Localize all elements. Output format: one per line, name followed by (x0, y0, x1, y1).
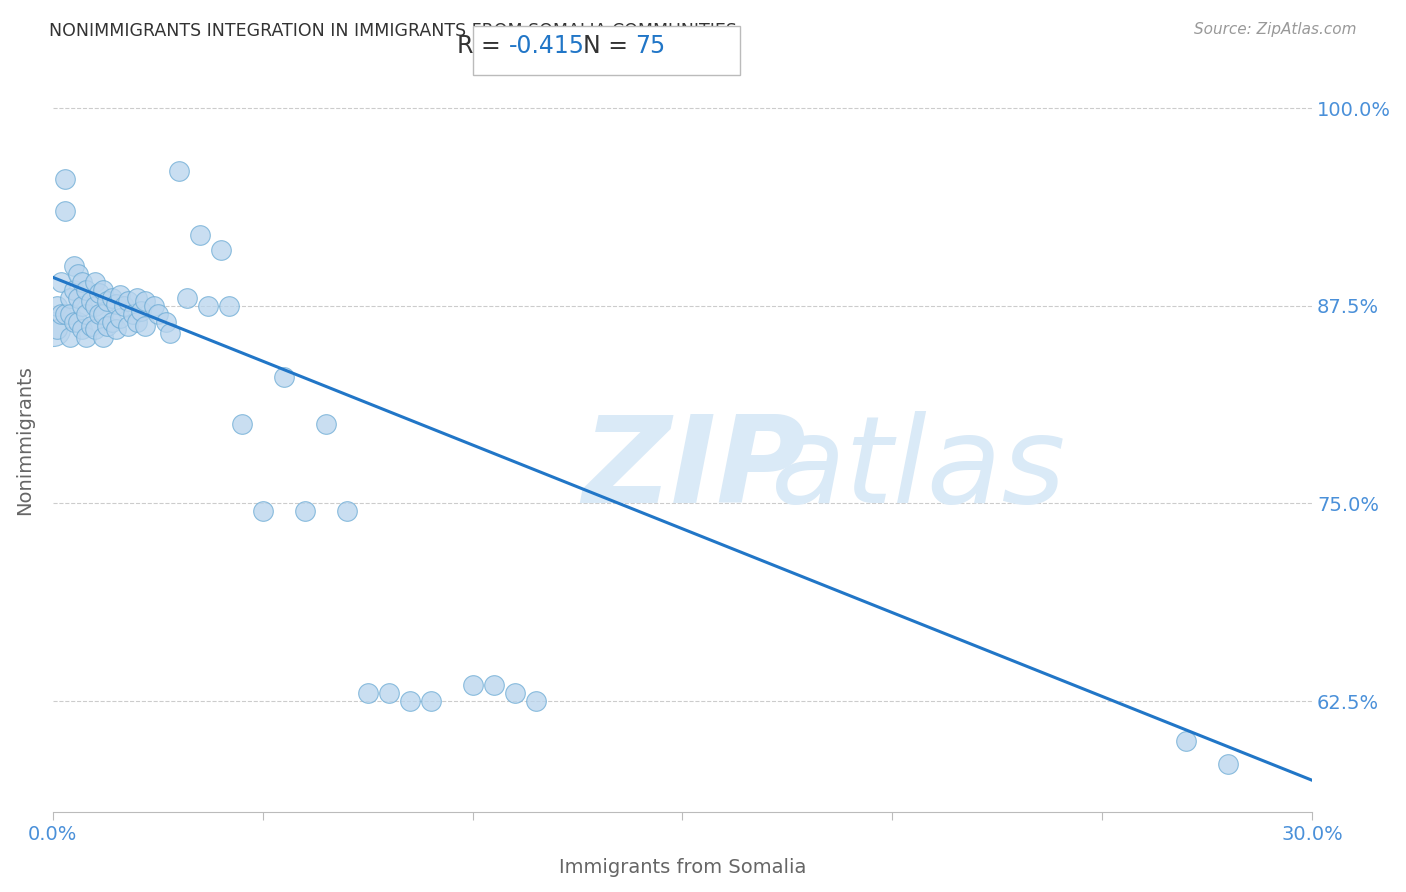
Point (100, 291, 122, 305)
Point (176, 291, 198, 305)
Point (104, 322, 127, 336)
Point (1175, 733, 1198, 747)
Point (231, 417, 253, 432)
Point (96, 319, 118, 334)
Point (87, 307, 110, 321)
Point (58, 330, 80, 344)
Point (197, 299, 219, 313)
Point (83, 275, 105, 289)
Point (524, 694, 547, 708)
Point (461, 678, 484, 692)
Text: ZIP: ZIP (582, 411, 806, 528)
Point (42, 322, 65, 336)
Point (125, 315, 148, 329)
Point (142, 299, 165, 313)
Point (167, 164, 190, 178)
Point (146, 307, 169, 321)
Point (83, 299, 105, 313)
Point (62, 259, 84, 273)
Point (58, 291, 80, 305)
Point (100, 315, 122, 329)
Text: atlas: atlas (770, 411, 1066, 528)
Point (112, 299, 135, 313)
Point (66, 315, 89, 329)
Point (209, 244, 232, 258)
Point (91, 283, 114, 297)
Point (294, 504, 316, 518)
Point (117, 293, 139, 308)
Point (377, 686, 399, 700)
Point (91, 330, 114, 344)
Point (398, 694, 420, 708)
Text: NONIMMIGRANTS INTEGRATION IN IMMIGRANTS FROM SOMALIA COMMUNITIES: NONIMMIGRANTS INTEGRATION IN IMMIGRANTS … (49, 22, 737, 40)
Point (134, 293, 156, 308)
Point (159, 326, 181, 340)
Point (66, 267, 89, 281)
Point (482, 678, 505, 692)
Text: R =: R = (457, 34, 509, 58)
Point (1218, 757, 1240, 772)
Point (53, 172, 76, 186)
Point (503, 686, 526, 700)
Point (53, 307, 76, 321)
Point (252, 504, 274, 518)
Point (75, 330, 97, 344)
Point (108, 287, 131, 301)
Point (70, 322, 93, 336)
Point (62, 315, 84, 329)
Text: -0.415: -0.415 (509, 34, 585, 58)
Point (75, 283, 97, 297)
Text: N =: N = (582, 34, 636, 58)
Point (70, 299, 93, 313)
Point (49, 275, 72, 289)
Point (75, 307, 97, 321)
Point (79, 293, 101, 308)
Point (117, 319, 139, 334)
Point (315, 417, 337, 432)
Point (121, 307, 143, 321)
Point (83, 322, 105, 336)
Point (49, 307, 72, 321)
Text: 75: 75 (636, 34, 665, 58)
Point (96, 293, 118, 308)
Point (62, 283, 84, 297)
X-axis label: Immigrants from Somalia: Immigrants from Somalia (558, 858, 806, 877)
Point (104, 297, 127, 311)
Point (79, 319, 101, 334)
Point (66, 291, 89, 305)
Y-axis label: Nonimmigrants: Nonimmigrants (15, 366, 34, 516)
Point (134, 319, 156, 334)
Text: Source: ZipAtlas.com: Source: ZipAtlas.com (1194, 22, 1357, 37)
Point (108, 311, 131, 326)
Point (58, 307, 80, 321)
Point (336, 504, 359, 518)
Point (356, 686, 378, 700)
Point (188, 227, 211, 242)
Point (70, 275, 93, 289)
Point (46, 322, 69, 336)
Point (155, 315, 177, 329)
Point (87, 286, 110, 301)
Point (218, 299, 240, 313)
Point (125, 291, 148, 305)
Point (129, 303, 152, 318)
Point (53, 203, 76, 218)
Point (46, 299, 69, 313)
Point (273, 370, 295, 384)
Point (419, 694, 441, 708)
Point (91, 307, 114, 321)
